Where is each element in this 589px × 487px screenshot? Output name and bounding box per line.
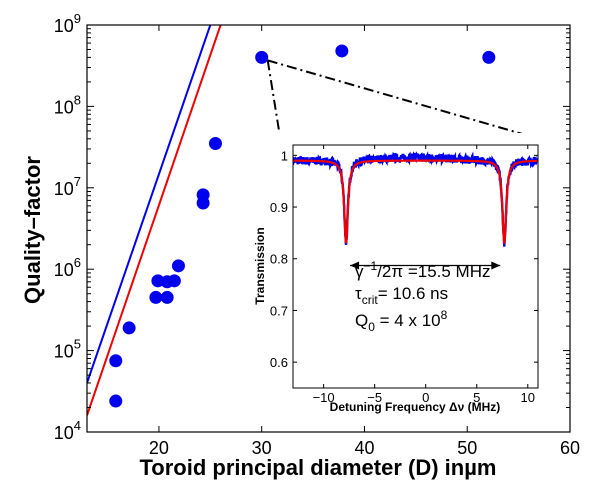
data-point [208,137,222,151]
annotation-q0: Q0 = 4 x 108 [355,308,448,334]
y-tick-label: 105 [54,337,81,362]
data-point [167,274,181,288]
inset-x-tick-label: −5 [367,390,382,405]
arrow-head-left [350,261,360,270]
main-y-axis-label: Quality–factor [20,156,45,304]
x-tick-label: 20 [149,438,169,458]
inset-axes-frame [292,144,539,389]
data-point [196,188,210,202]
annotation-gamma: γ−1/2π =15.5 MHz [355,259,491,281]
data-point [109,394,123,408]
inset-y-tick-label: 1 [281,148,288,163]
model-line-1 [87,25,222,416]
data-point [171,259,185,273]
inset-series [293,150,538,247]
y-tick-label: 104 [54,418,81,443]
inset-x-ticks: −10 −5 0 5 10 [313,145,535,405]
inset-y-tick-label: 0.9 [270,200,288,215]
connector-right [267,59,527,136]
data-point [122,321,136,335]
model-line-0 [87,25,212,384]
x-tick-label: 50 [457,438,477,458]
fit-series [293,159,538,244]
main-x-ticks: 20 30 40 50 60 [149,25,580,458]
main-data-points [109,44,496,408]
data-point [482,50,496,64]
y-tick-label: 108 [54,92,81,117]
connector-left [266,60,282,144]
y-tick-label: 106 [54,255,81,280]
inset-chart: −10 −5 0 5 10 0.6 0.7 0.8 0.9 1 γ−1/2π =15.5 MHz… [236,133,554,419]
data-point [160,290,174,304]
inset-y-ticks: 0.6 0.7 0.8 0.9 1 [270,148,538,370]
main-axes-frame [86,24,571,433]
inset-x-tick-label: 10 [521,390,535,405]
x-tick-label: 30 [252,438,272,458]
data-point [255,50,269,64]
inset-y-tick-label: 0.7 [270,303,288,318]
data-point [335,44,349,58]
y-tick-label: 109 [54,11,81,36]
inset-x-axis-label: Detuning Frequency Δν (MHz) [330,400,501,414]
inset-y-tick-label: 0.8 [270,252,288,267]
y-tick-label: 107 [54,174,81,199]
inset-x-tick-label: 5 [473,390,480,405]
main-model-lines [87,25,222,416]
inset-y-tick-label: 0.6 [270,355,288,370]
inset-x-tick-label: −10 [313,390,335,405]
inset-x-tick-label: 0 [422,390,429,405]
x-tick-label: 60 [560,438,580,458]
data-point [149,290,163,304]
annotation-tau: τcrit= 10.6 ns [355,284,448,307]
inset-y-axis-label: Transmission [253,227,267,304]
arrow-head-right [491,261,501,270]
x-tick-label: 40 [354,438,374,458]
main-x-axis-label: Toroid principal diameter (D) inµm [140,455,497,480]
data-point [109,354,123,368]
splitting-arrow [350,261,501,270]
zoom-connector-lines [266,59,527,144]
